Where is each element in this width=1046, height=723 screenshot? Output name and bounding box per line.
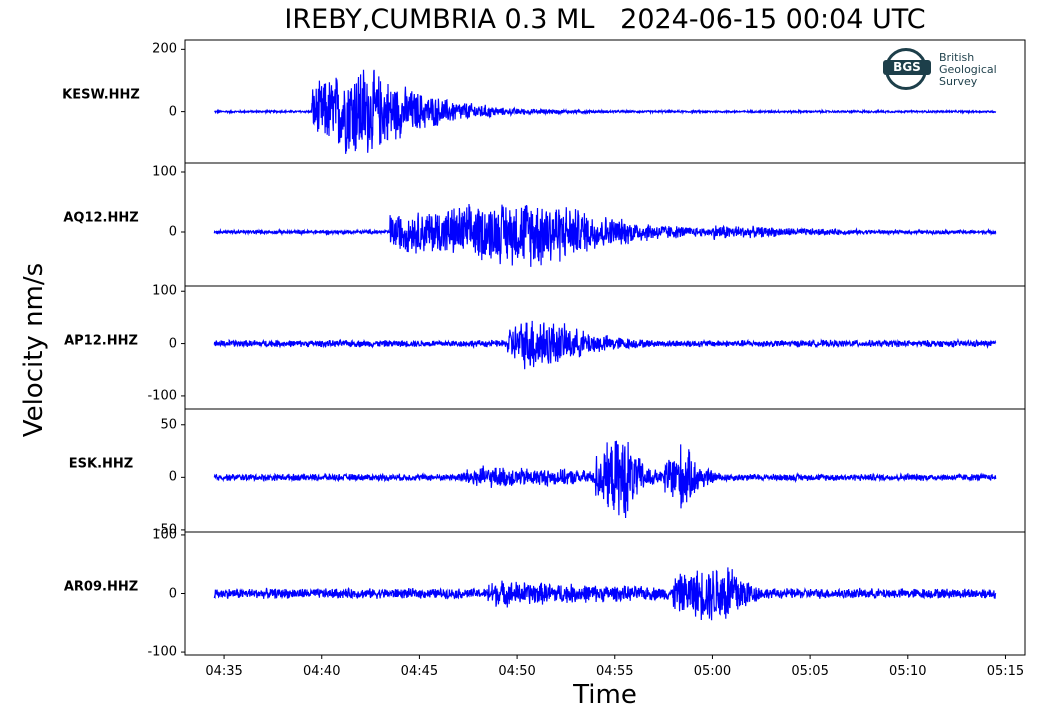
x-tick-label: 05:05 bbox=[791, 664, 829, 679]
x-tick-label: 04:35 bbox=[205, 664, 243, 679]
bgs-logo-line2: Geological bbox=[939, 63, 997, 76]
y-tick-label: -100 bbox=[147, 644, 177, 660]
y-tick-label: -50 bbox=[155, 522, 177, 538]
station-label: AQ12.HHZ bbox=[63, 210, 139, 226]
y-tick-label: 0 bbox=[168, 586, 177, 601]
waveform-ESK.HHZ bbox=[213, 440, 997, 519]
y-tick-label: 0 bbox=[168, 469, 177, 485]
x-tick-label: 05:15 bbox=[986, 664, 1025, 679]
bgs-logo-mark: BGS bbox=[883, 60, 931, 75]
waveform-AP12.HHZ bbox=[213, 320, 997, 370]
x-tick-label: 04:45 bbox=[400, 664, 439, 679]
waveform-AQ12.HHZ bbox=[213, 203, 997, 267]
y-tick-label: 0 bbox=[168, 104, 177, 120]
waveform-AR09.HHZ bbox=[213, 567, 997, 621]
x-axis-label: Time bbox=[573, 680, 637, 710]
waveform-KESW.HHZ bbox=[214, 69, 997, 154]
y-tick-label: 100 bbox=[152, 283, 177, 299]
station-label: ESK.HHZ bbox=[68, 456, 134, 472]
y-tick-label: -100 bbox=[147, 388, 177, 404]
y-tick-label: 100 bbox=[152, 527, 177, 543]
bgs-logo-line1: British bbox=[939, 51, 975, 64]
chart-title: IREBY,CUMBRIA 0.3 ML 2024-06-15 00:04 UT… bbox=[284, 4, 926, 35]
x-tick-label: 05:00 bbox=[693, 664, 732, 679]
bgs-logo-line3: Survey bbox=[939, 75, 978, 88]
y-tick-label: 0 bbox=[168, 224, 177, 240]
x-tick-label: 04:40 bbox=[303, 664, 341, 679]
station-label: KESW.HHZ bbox=[62, 87, 140, 103]
station-label: AR09.HHZ bbox=[63, 579, 139, 595]
bgs-logo-text: British Geological Survey bbox=[939, 52, 997, 88]
bgs-logo: BGS British Geological Survey bbox=[883, 46, 1013, 96]
y-tick-label: 200 bbox=[152, 41, 177, 57]
x-tick-label: 04:55 bbox=[596, 664, 634, 679]
station-label: AP12.HHZ bbox=[64, 333, 138, 349]
y-tick-label: 100 bbox=[152, 164, 177, 180]
y-tick-label: 50 bbox=[160, 417, 177, 433]
x-tick-label: 04:50 bbox=[498, 664, 536, 679]
x-tick-label: 05:10 bbox=[889, 664, 927, 679]
y-tick-label: 0 bbox=[168, 336, 177, 352]
